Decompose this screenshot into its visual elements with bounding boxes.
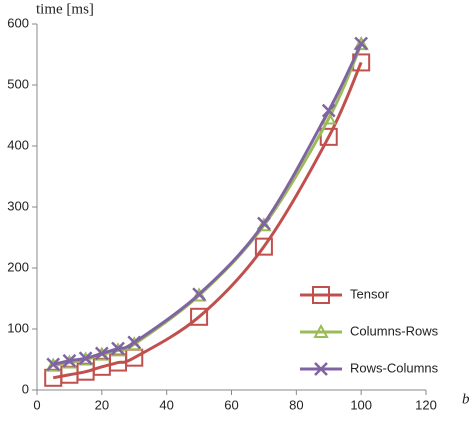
- marker-square: [312, 286, 330, 304]
- marker-x: [321, 103, 336, 118]
- y-tick-label: 500: [7, 76, 29, 91]
- marker-x: [78, 351, 93, 366]
- x-axis-label: b: [462, 391, 470, 407]
- marker-x: [192, 287, 206, 302]
- y-axis-label: time [ms]: [36, 1, 94, 17]
- marker-x: [127, 335, 142, 350]
- x-tick-label: 40: [159, 397, 173, 412]
- marker-x: [111, 341, 125, 356]
- y-tick-label: 600: [7, 15, 29, 30]
- marker-triangle: [353, 36, 369, 51]
- y-tick-label: 0: [22, 381, 29, 396]
- marker-square: [254, 237, 273, 256]
- x-tick-label: 100: [350, 397, 372, 412]
- marker-x: [354, 36, 369, 51]
- x-tick-label: 120: [415, 397, 437, 412]
- x-tick-label: 0: [33, 397, 40, 412]
- y-tick-label: 400: [7, 137, 29, 152]
- marker-square: [190, 307, 209, 326]
- marker-x: [46, 357, 61, 372]
- legend-label: Columns-Rows: [350, 323, 439, 338]
- marker-triangle: [313, 323, 329, 338]
- y-tick-label: 200: [7, 259, 29, 274]
- x-tick-label: 80: [289, 397, 303, 412]
- marker-x: [62, 353, 77, 368]
- marker-x: [314, 362, 328, 376]
- series-line: [52, 61, 363, 380]
- x-tick-label: 20: [95, 397, 109, 412]
- legend-label: Rows-Columns: [350, 360, 439, 375]
- marker-x: [94, 346, 109, 361]
- y-tick-label: 100: [7, 320, 29, 335]
- x-tick-label: 60: [224, 397, 238, 412]
- y-tick-label: 300: [7, 198, 29, 213]
- marker-square: [319, 127, 338, 146]
- marker-x: [257, 216, 271, 231]
- legend-label: Tensor: [350, 286, 390, 301]
